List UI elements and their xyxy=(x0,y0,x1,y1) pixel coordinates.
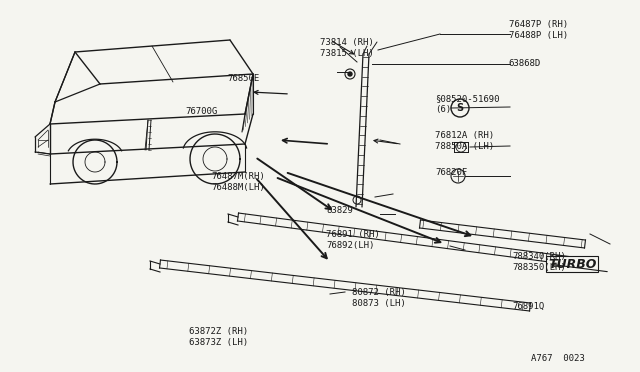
Text: 788340(RH)
788350(LH): 788340(RH) 788350(LH) xyxy=(512,252,566,272)
Text: 83829: 83829 xyxy=(326,206,353,215)
Text: 76700G: 76700G xyxy=(186,107,218,116)
Text: 76487M(RH)
76488M(LH): 76487M(RH) 76488M(LH) xyxy=(211,172,265,192)
Text: 76820F: 76820F xyxy=(435,169,467,177)
Text: 76891 (RH)
76892(LH): 76891 (RH) 76892(LH) xyxy=(326,230,380,250)
Text: 63868D: 63868D xyxy=(509,59,541,68)
Text: TURBO: TURBO xyxy=(548,257,596,270)
Text: 80872 (RH)
80873 (LH): 80872 (RH) 80873 (LH) xyxy=(352,288,406,308)
Text: 76850E: 76850E xyxy=(227,74,259,83)
Text: 76812A (RH)
78850A (LH): 76812A (RH) 78850A (LH) xyxy=(435,131,494,151)
Text: 73814 (RH)
73815 (LH): 73814 (RH) 73815 (LH) xyxy=(320,38,374,58)
Text: A767  0023: A767 0023 xyxy=(531,355,585,363)
Text: §08520-51690
(6): §08520-51690 (6) xyxy=(435,94,500,114)
Text: S: S xyxy=(456,103,463,113)
Text: 63872Z (RH)
63873Z (LH): 63872Z (RH) 63873Z (LH) xyxy=(189,327,248,347)
Circle shape xyxy=(348,72,352,76)
Text: 76891Q: 76891Q xyxy=(512,302,544,311)
Text: 76487P (RH)
76488P (LH): 76487P (RH) 76488P (LH) xyxy=(509,20,568,40)
